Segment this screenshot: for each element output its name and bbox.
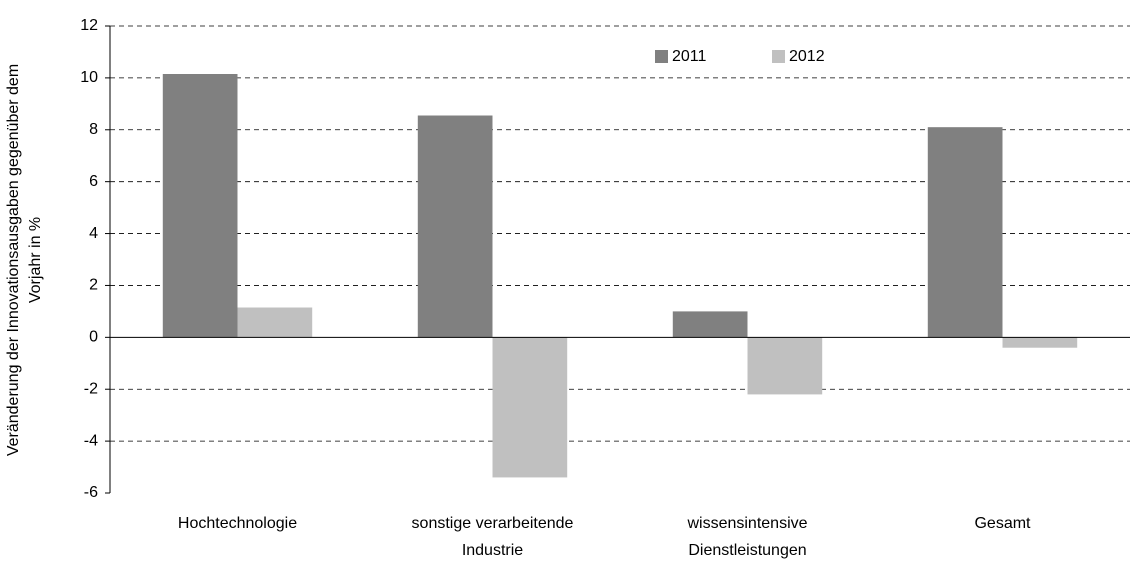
bar [927, 127, 1003, 338]
bar [162, 73, 238, 338]
bar [492, 337, 568, 478]
x-tick-label: sonstige verarbeitende [412, 515, 574, 532]
y-tick-label: 10 [80, 69, 98, 86]
bar [1002, 337, 1078, 348]
x-tick-label: Gesamt [974, 515, 1031, 532]
x-tick-label: Dienstleistungen [688, 542, 806, 559]
x-tick-label: Hochtechnologie [178, 515, 297, 532]
legend-swatch [655, 50, 668, 63]
y-tick-label: 4 [89, 225, 98, 242]
bar [672, 311, 748, 338]
y-tick-label: -4 [84, 432, 98, 449]
y-tick-label: -2 [84, 380, 98, 397]
y-tick-label: 12 [80, 17, 98, 34]
y-axis-label: Veränderung der Innovationsausgaben gege… [5, 64, 22, 456]
bar [747, 337, 823, 395]
y-tick-label: 6 [89, 173, 98, 190]
y-axis-label: Vorjahr in % [27, 217, 44, 303]
y-tick-label: 0 [89, 329, 98, 346]
y-tick-label: -6 [84, 484, 98, 501]
legend-label: 2012 [789, 48, 825, 65]
y-tick-label: 8 [89, 121, 98, 138]
y-tick-label: 2 [89, 277, 98, 294]
legend-label: 2011 [672, 48, 707, 65]
bar [237, 307, 313, 338]
x-tick-label: Industrie [462, 542, 523, 559]
bar [417, 115, 493, 338]
legend-swatch [772, 50, 785, 63]
x-tick-label: wissensintensive [686, 515, 807, 532]
